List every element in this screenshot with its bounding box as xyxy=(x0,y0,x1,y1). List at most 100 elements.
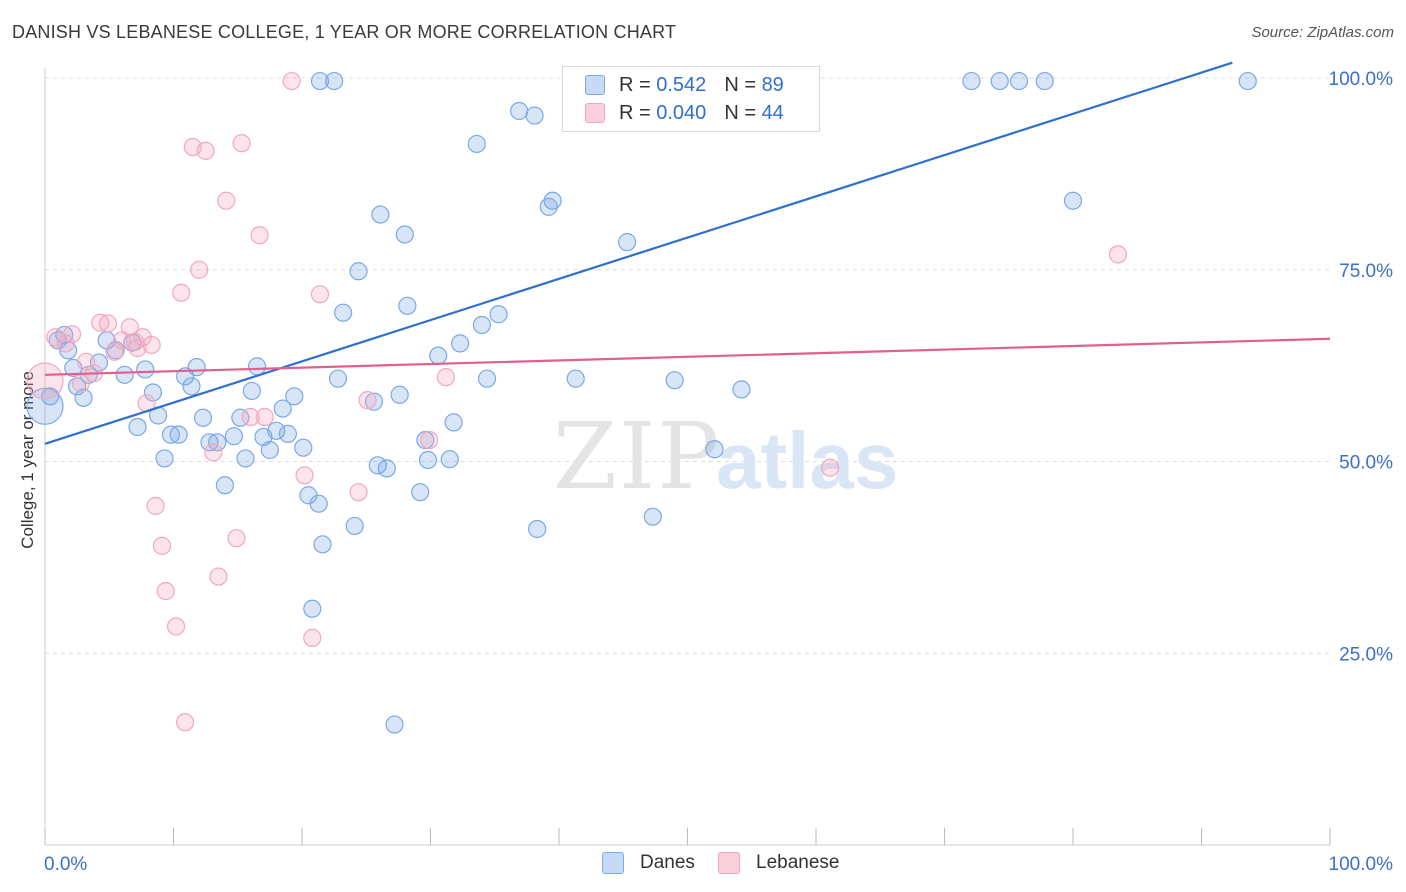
y-tick-label: 50.0% xyxy=(1339,453,1393,474)
danes-point xyxy=(278,424,297,443)
danes-point xyxy=(242,381,261,401)
lebanese-point xyxy=(349,483,368,502)
lebanese-point xyxy=(128,338,147,358)
danes-point xyxy=(143,383,163,402)
danes-point xyxy=(267,421,286,440)
danes-point xyxy=(398,296,417,315)
danes-point xyxy=(377,459,396,478)
lebanese-swatch xyxy=(585,103,605,123)
y-tick-label: 100.0% xyxy=(1329,69,1394,90)
danes-point xyxy=(429,346,448,365)
lebanese-r-label: R = xyxy=(619,101,651,124)
danes-point xyxy=(467,134,486,154)
danes-point xyxy=(990,71,1009,91)
danes-point xyxy=(1009,71,1029,91)
danes-n-value: 89 xyxy=(761,73,784,96)
lebanese-point xyxy=(227,529,246,548)
lebanese-point xyxy=(172,283,191,302)
lebanese-point xyxy=(436,368,456,387)
danes-point xyxy=(224,427,243,446)
danes-point xyxy=(440,450,459,469)
danes-point xyxy=(187,358,206,377)
danes-point xyxy=(489,305,508,324)
danes-point xyxy=(416,430,435,450)
lebanese-point xyxy=(282,71,301,91)
lebanese-point xyxy=(255,407,274,427)
danes-point xyxy=(115,365,134,384)
y-tick-label: 75.0% xyxy=(1339,261,1393,282)
danes-point xyxy=(418,450,438,470)
danes-r-value: 0.542 xyxy=(656,73,707,96)
lebanese-point xyxy=(98,314,118,333)
danes-point xyxy=(1238,71,1257,91)
danes-point xyxy=(193,408,213,427)
danes-point xyxy=(182,377,201,396)
tick-labels: 100.0% 75.0% 50.0% 25.0% 0.0% 100.0% xyxy=(44,69,1393,875)
danes-r-label: R = xyxy=(619,73,651,96)
danes-point xyxy=(303,599,322,618)
danes-point xyxy=(136,360,155,379)
axes xyxy=(44,68,1331,846)
danes-point xyxy=(705,440,724,459)
danes-point xyxy=(1035,71,1054,91)
danes-point xyxy=(566,369,585,388)
lebanese-point xyxy=(196,141,215,160)
danes-point xyxy=(385,715,404,734)
lebanese-point xyxy=(26,362,64,400)
danes-point xyxy=(26,387,64,425)
danes-point xyxy=(665,371,684,390)
legend-item-lebanese: Lebanese xyxy=(718,852,839,874)
danes-point xyxy=(643,507,662,526)
lebanese-n-label: N = xyxy=(724,101,756,124)
lebanese-point xyxy=(91,313,110,332)
stats-legend: R = 0.542 N = 89 R = 0.040 N = 44 xyxy=(562,66,820,132)
danes-point xyxy=(285,387,304,406)
danes-point xyxy=(41,387,60,406)
danes-point xyxy=(309,494,328,513)
danes-point xyxy=(236,449,255,468)
danes-point xyxy=(328,369,348,388)
danes-point xyxy=(310,71,330,91)
danes-point xyxy=(74,388,93,407)
danes-point xyxy=(260,440,279,460)
danes-point xyxy=(411,483,430,502)
danes-point xyxy=(371,205,390,224)
lebanese-point xyxy=(142,335,161,355)
y-tick-label: 25.0% xyxy=(1339,644,1393,665)
danes-point xyxy=(313,535,332,554)
lebanese-point xyxy=(146,496,165,516)
danes-point xyxy=(294,438,313,457)
danes-point xyxy=(247,357,267,376)
lebanese-point xyxy=(250,226,269,245)
danes-point xyxy=(155,449,174,468)
lebanese-point xyxy=(156,582,175,601)
stats-row-danes: R = 0.542 N = 89 xyxy=(585,72,784,98)
legend-item-danes: Danes xyxy=(602,852,695,874)
danes-point xyxy=(364,392,384,411)
x-tick-label-max: 100.0% xyxy=(1329,854,1394,875)
danes-point xyxy=(472,315,491,335)
danes-point xyxy=(618,233,637,252)
danes-point xyxy=(231,408,250,427)
lebanese-point xyxy=(56,334,75,353)
lebanese-point xyxy=(232,134,251,153)
chart-title: DANISH VS LEBANESE COLLEGE, 1 YEAR OR MO… xyxy=(12,22,677,42)
danes-point xyxy=(510,101,529,121)
lebanese-point xyxy=(1108,245,1128,264)
lebanese-point xyxy=(420,430,439,450)
trend-lines xyxy=(44,61,1331,445)
danes-point xyxy=(962,71,981,91)
danes-point xyxy=(334,303,353,322)
danes-point xyxy=(528,519,547,539)
watermark: ZIP atlas xyxy=(553,403,898,510)
danes-point xyxy=(395,225,414,244)
legend-lebanese-label: Lebanese xyxy=(756,852,840,873)
lebanese-point xyxy=(821,458,840,477)
danes-point xyxy=(732,380,751,399)
danes-point xyxy=(208,433,227,452)
lebanese-n-value: 44 xyxy=(761,101,784,124)
danes-point xyxy=(444,413,463,432)
legend-lebanese-swatch xyxy=(718,852,740,874)
danes-point xyxy=(450,334,470,353)
danes-point xyxy=(273,399,292,418)
